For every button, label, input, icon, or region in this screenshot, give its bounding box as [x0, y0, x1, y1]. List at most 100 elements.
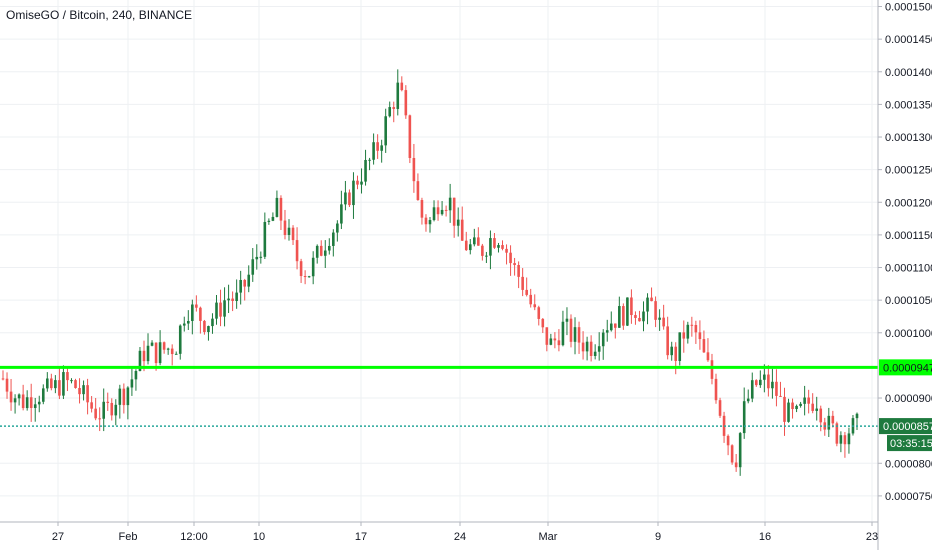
- candle-body: [738, 433, 742, 468]
- candle-body: [614, 323, 617, 328]
- candle-body: [626, 297, 629, 326]
- candle-body: [50, 378, 53, 389]
- candle-body: [819, 408, 823, 423]
- candle-body: [545, 327, 549, 345]
- candle-body: [771, 381, 774, 389]
- candle-body: [283, 220, 287, 235]
- horizontal-lines: [0, 365, 878, 427]
- candle-body: [424, 217, 428, 225]
- candle-body: [126, 387, 130, 406]
- candle-body: [573, 327, 577, 342]
- chart-grid: [0, 0, 878, 522]
- candle-body: [791, 402, 794, 410]
- candle-body: [783, 396, 786, 422]
- candle-body: [58, 380, 61, 396]
- candle-body: [464, 240, 468, 251]
- y-tick-label: 0.0001100: [885, 263, 932, 275]
- candle-body: [231, 298, 234, 301]
- candle-body: [505, 248, 508, 253]
- candle-body: [182, 323, 186, 326]
- candle-body: [847, 433, 851, 445]
- candle-body: [94, 408, 97, 419]
- candle-body: [174, 353, 178, 355]
- candle-body: [162, 342, 166, 350]
- y-tick-label: 0.0001500: [885, 2, 932, 14]
- candle-body: [754, 380, 758, 386]
- candle-body: [549, 338, 553, 345]
- candlestick-series: [1, 69, 859, 476]
- candle-body: [513, 263, 516, 266]
- candle-body: [396, 82, 400, 109]
- candle-body: [622, 306, 625, 326]
- y-tick-label: 0.0001350: [885, 99, 932, 111]
- candle-body: [456, 219, 460, 226]
- candle-body: [146, 345, 150, 362]
- candle-body: [468, 244, 472, 251]
- candle-body: [247, 274, 251, 287]
- candle-body: [477, 237, 480, 246]
- level-price-marker: [879, 359, 932, 376]
- candle-body: [759, 379, 762, 386]
- candle-body: [364, 159, 367, 182]
- x-tick-label: 24: [454, 531, 466, 543]
- candle-body: [5, 378, 9, 392]
- candle-body: [577, 327, 581, 343]
- candle-body: [203, 320, 206, 333]
- candle-body: [706, 352, 710, 361]
- candle-body: [734, 462, 738, 468]
- candle-body: [66, 372, 69, 381]
- candle-body: [122, 388, 126, 406]
- candle-body: [315, 245, 319, 258]
- candle-body: [726, 435, 730, 446]
- candle-body: [17, 394, 21, 399]
- y-tick-label: 0.0001200: [885, 197, 932, 209]
- candle-body: [690, 324, 694, 326]
- candle-body: [299, 261, 303, 277]
- candle-body: [601, 332, 605, 347]
- candle-body: [98, 418, 101, 420]
- y-tick-label: 0.0000800: [885, 458, 932, 470]
- candle-body: [428, 220, 432, 225]
- candle-body: [154, 342, 158, 364]
- candle-body: [376, 142, 379, 151]
- candle-body: [803, 397, 806, 404]
- candle-body: [25, 397, 29, 409]
- candle-body: [710, 360, 714, 379]
- candle-body: [855, 413, 859, 419]
- x-tick-label: 27: [52, 531, 64, 543]
- candle-body: [388, 107, 392, 117]
- candle-body: [646, 297, 649, 312]
- x-tick-label: 12:00: [180, 531, 208, 543]
- candle-body: [21, 394, 25, 409]
- candle-body: [70, 380, 73, 382]
- candle-body: [279, 197, 283, 221]
- price-axis: 0.0001500 0.0001450 0.0001400 0.0001350 0.00…: [877, 0, 932, 550]
- candle-body: [138, 350, 142, 372]
- candle-body: [807, 397, 810, 404]
- candle-body: [307, 276, 311, 278]
- candle-body: [485, 255, 488, 257]
- candle-body: [158, 342, 162, 364]
- candle-body: [110, 402, 114, 416]
- candle-body: [235, 292, 238, 301]
- candle-body: [78, 387, 81, 395]
- candle-body: [718, 400, 722, 416]
- candle-body: [597, 346, 601, 352]
- candle-body: [630, 297, 633, 316]
- candle-body: [275, 197, 279, 217]
- y-tick-label: 0.0001150: [885, 230, 932, 242]
- candle-body: [1, 378, 5, 380]
- candle-body: [497, 245, 500, 248]
- candle-body: [682, 332, 686, 339]
- candle-body: [303, 276, 307, 278]
- candle-body: [170, 348, 174, 355]
- candle-body: [408, 115, 412, 158]
- candle-body: [54, 380, 57, 389]
- x-tick-label: Feb: [119, 531, 138, 543]
- candle-body: [674, 346, 678, 361]
- candle-body: [239, 279, 242, 293]
- candle-body: [678, 332, 682, 361]
- candle-body: [215, 302, 218, 319]
- candle-body: [509, 252, 512, 264]
